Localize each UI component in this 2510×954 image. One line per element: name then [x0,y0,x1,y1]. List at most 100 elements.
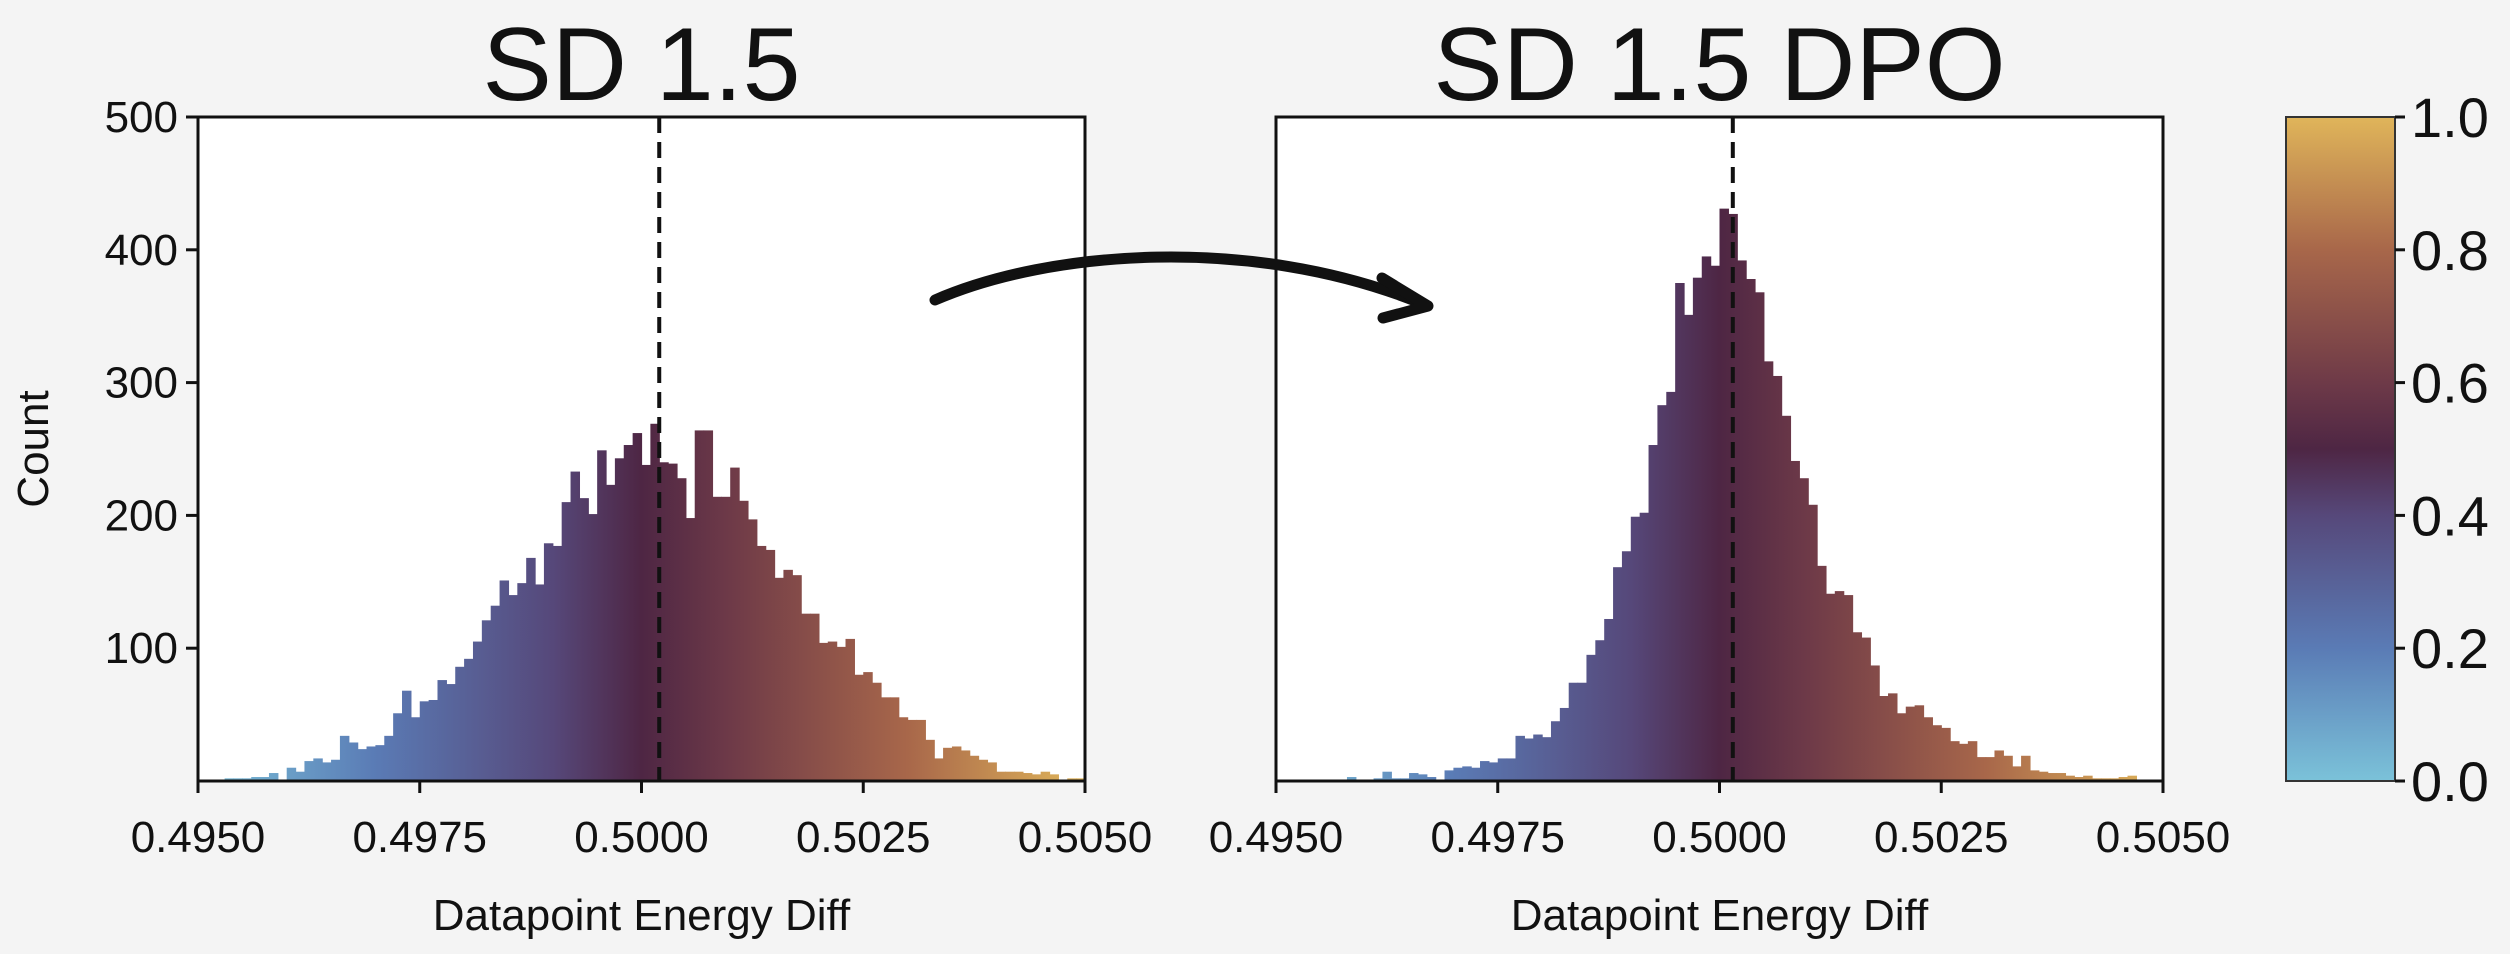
x-tick-label: 0.5025 [796,813,931,862]
histogram-bar [836,646,847,781]
histogram-bar [632,433,643,781]
histogram-bar [455,666,465,781]
histogram-bar [1005,771,1015,781]
colorbar: 0.0 0.2 0.4 0.6 0.8 1.0 [2285,86,2489,813]
histogram-bar [579,498,589,781]
x-axis-label: Datapoint Energy Diff [1511,891,1929,940]
histogram-bar [1994,750,2004,781]
histogram-bar [526,557,536,781]
histogram-bar [1692,277,1703,781]
x-tick-label: 0.5025 [1874,813,2009,862]
histogram-bar [535,584,545,781]
histogram-bar [1568,682,1579,781]
histogram-bar [1577,682,1588,781]
histogram-panel-2: 0.4950 0.4975 0.5000 0.5025 0.5050 SD 1.5 DPO… [1209,7,2231,940]
histogram-bar [1932,725,1942,781]
histogram-bar [898,717,909,781]
chart-title: SD 1.5 DPO [1433,7,2005,123]
histogram-bar [1657,405,1667,781]
histogram-bar [1014,771,1024,781]
histogram-bar [1834,591,1845,781]
histogram-bar [685,518,696,781]
histogram-bar [1985,757,1996,781]
histogram-bar [1613,567,1623,781]
histogram-bar [676,478,687,781]
histogram-bar [1861,637,1871,781]
histogram-bar [295,771,306,781]
histogram-bar [1666,391,1676,781]
histogram-bar [1684,314,1694,781]
histogram-bar [880,697,891,781]
histogram-bar [260,777,270,781]
histogram-bar [969,755,980,781]
histogram-bar [1417,774,1428,781]
x-tick-label: 0.5050 [1018,813,1153,862]
histogram-bar [1950,741,1960,781]
histogram-bar [1737,260,1747,781]
histogram-bar [1754,292,1765,781]
histogram-bar [1879,696,1889,781]
histogram-bar [1843,595,1854,781]
histogram-bar [1409,773,1419,781]
histogram-bar [1772,375,1783,781]
histogram-bar [251,777,261,781]
histogram-bar [801,613,811,781]
histogram-bar [286,767,297,781]
histogram-bar [375,745,385,781]
histogram-bar [2065,775,2075,781]
histogram-bar [739,500,749,781]
histogram-bar [1497,758,1508,781]
histogram-bar [889,697,900,781]
histogram-bar [2021,755,2031,781]
histogram-bar [1031,774,1042,781]
histogram-bar [2029,770,2040,781]
histogram-bar [1595,640,1605,781]
histogram-bar [845,638,855,781]
histogram-bar [1888,693,1898,781]
histogram-bar [464,658,474,781]
histogram-bar [659,462,669,781]
histogram-bar [508,595,518,781]
histogram-bar [1453,767,1463,781]
x-tick-label: 0.5050 [2096,813,2231,862]
histogram-bar [1040,771,1051,781]
histogram-bar [1825,593,1836,781]
histogram-bar [1471,767,1481,781]
histogram-bar [712,496,722,781]
histogram-bar [783,569,793,781]
histogram-bar [756,545,767,781]
histogram-bar [2047,773,2058,781]
histogram-bar [1790,460,1800,781]
histogram-bar [1639,512,1650,781]
histogram-bar [339,735,350,781]
histogram-bar [1905,706,1916,781]
histogram-bar [597,450,607,781]
histogram-bar [1701,256,1712,781]
histogram-bar [668,463,678,781]
histogram-bar [437,680,447,781]
histogram-bar [313,758,323,781]
x-tick-label: 0.4975 [352,813,487,862]
histogram-bar [331,759,341,781]
histogram-bar [1480,761,1490,781]
histogram-bar [730,467,740,781]
histogram-bar [774,577,785,781]
histogram-bar [1914,705,1925,781]
colorbar-tick-label: 0.4 [2411,484,2489,547]
y-tick-label: 300 [105,359,178,408]
histogram-bar [1630,516,1641,781]
histogram-bar [1604,618,1614,781]
histogram-bar [561,502,572,781]
histogram-bar [1976,757,1987,781]
histogram-bar [1559,707,1570,781]
x-tick-label: 0.5000 [574,813,709,862]
histogram-bar [1542,737,1552,781]
histogram-bar [925,739,935,781]
histogram-bar [446,684,456,781]
colorbar-tick-label: 0.6 [2411,352,2489,415]
histogram-bar [1524,738,1534,781]
histogram-bar [810,613,820,781]
histogram-bar [1941,727,1951,781]
histogram-bar [1506,758,1517,781]
